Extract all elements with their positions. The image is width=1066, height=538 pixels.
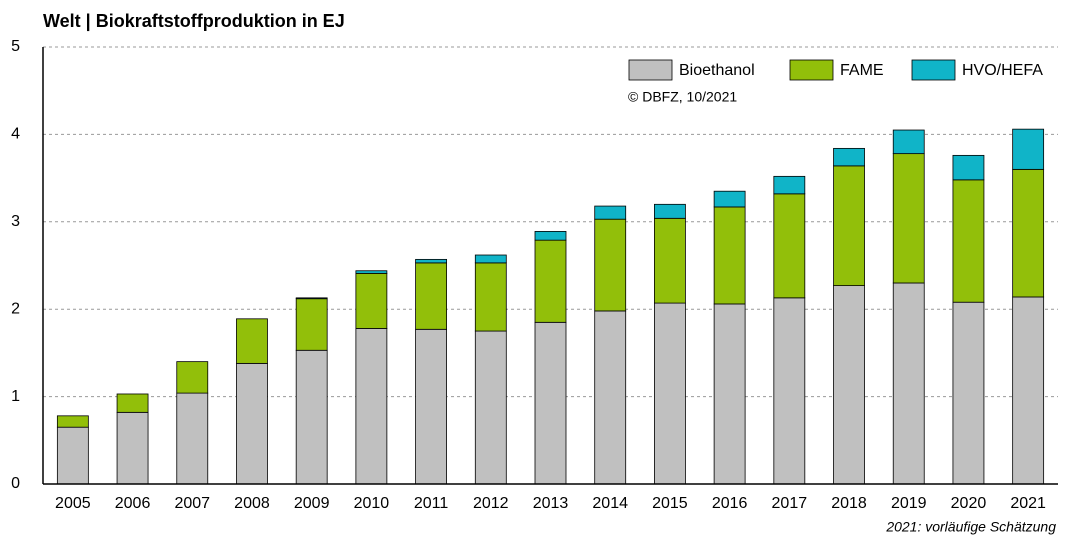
bar-segment bbox=[892, 153, 925, 284]
bar-segment bbox=[713, 303, 746, 485]
bar-segment bbox=[295, 298, 328, 351]
bar-segment bbox=[355, 270, 388, 274]
bar-segment bbox=[892, 282, 925, 485]
x-tick-label: 2008 bbox=[234, 495, 270, 512]
bar-segment bbox=[952, 154, 985, 181]
bar-segment bbox=[773, 175, 806, 195]
bar-segment bbox=[295, 297, 328, 300]
legend-label: FAME bbox=[840, 62, 884, 79]
y-tick-label: 5 bbox=[11, 38, 20, 55]
y-tick-label: 1 bbox=[11, 388, 20, 405]
bar-segment bbox=[654, 217, 686, 304]
bar-segment bbox=[594, 205, 627, 220]
bar-segment bbox=[833, 285, 865, 485]
bar-segment bbox=[56, 415, 89, 428]
x-tick-label: 2017 bbox=[772, 495, 808, 512]
x-tick-label: 2021 bbox=[1010, 495, 1046, 512]
x-tick-label: 2013 bbox=[533, 495, 569, 512]
bar-segment bbox=[1012, 128, 1045, 170]
bar-segment bbox=[236, 362, 268, 485]
x-tick-label: 2019 bbox=[891, 495, 927, 512]
bar-segment bbox=[415, 258, 447, 264]
bar-segment bbox=[355, 272, 388, 329]
bar-segment bbox=[1012, 168, 1045, 298]
bar-segment bbox=[773, 193, 806, 299]
bar-segment bbox=[833, 165, 865, 287]
y-tick-label: 2 bbox=[11, 300, 20, 317]
bar-segment bbox=[952, 179, 985, 303]
legend-swatch bbox=[628, 59, 673, 81]
bar-segment bbox=[236, 318, 268, 364]
bar-segment bbox=[415, 262, 447, 330]
bar-segment bbox=[594, 310, 627, 485]
bar-segment bbox=[534, 321, 567, 485]
y-tick-label: 4 bbox=[11, 126, 20, 143]
x-tick-label: 2014 bbox=[592, 495, 628, 512]
footnote: 2021: vorläufige Schätzung bbox=[885, 519, 1056, 535]
bar-segment bbox=[176, 392, 209, 485]
legend-swatch bbox=[911, 59, 956, 81]
x-tick-label: 2010 bbox=[354, 495, 390, 512]
x-tick-label: 2006 bbox=[115, 495, 151, 512]
x-tick-label: 2018 bbox=[831, 495, 867, 512]
bar-segment bbox=[355, 328, 388, 485]
x-tick-label: 2015 bbox=[652, 495, 688, 512]
y-tick-label: 0 bbox=[11, 475, 20, 492]
bar-segment bbox=[594, 218, 627, 312]
bar-segment bbox=[534, 239, 567, 323]
legend-label: HVO/HEFA bbox=[962, 62, 1043, 79]
bar-segment bbox=[833, 147, 865, 167]
bar-segment bbox=[116, 411, 149, 485]
bar-segment bbox=[474, 330, 507, 485]
legend-label: Bioethanol bbox=[679, 62, 755, 79]
bar-segment bbox=[474, 262, 507, 332]
bar-segment bbox=[1012, 296, 1045, 485]
bar-segment bbox=[773, 297, 806, 485]
bar-segment bbox=[713, 190, 746, 208]
bar-segment bbox=[654, 302, 686, 485]
legend-swatch bbox=[789, 59, 834, 81]
bar-segment bbox=[295, 349, 328, 485]
bar-segment bbox=[654, 203, 686, 219]
bar-segment bbox=[116, 393, 149, 413]
bar-segment bbox=[534, 231, 567, 241]
bar-segment bbox=[952, 301, 985, 485]
bar-segment bbox=[176, 361, 209, 394]
x-tick-label: 2009 bbox=[294, 495, 330, 512]
source-note: © DBFZ, 10/2021 bbox=[628, 89, 737, 105]
bar-segment bbox=[892, 129, 925, 155]
bar-segment bbox=[713, 206, 746, 305]
x-tick-label: 2005 bbox=[55, 495, 91, 512]
x-tick-label: 2007 bbox=[174, 495, 210, 512]
bar-segment bbox=[415, 328, 447, 485]
bar-segment bbox=[474, 254, 507, 264]
x-tick-label: 2016 bbox=[712, 495, 748, 512]
x-tick-label: 2020 bbox=[951, 495, 987, 512]
bar-segment bbox=[56, 426, 89, 485]
chart-title: Welt | Biokraftstoffproduktion in EJ bbox=[43, 11, 345, 31]
x-tick-label: 2012 bbox=[473, 495, 509, 512]
y-tick-label: 3 bbox=[11, 213, 20, 230]
x-tick-label: 2011 bbox=[414, 495, 449, 512]
